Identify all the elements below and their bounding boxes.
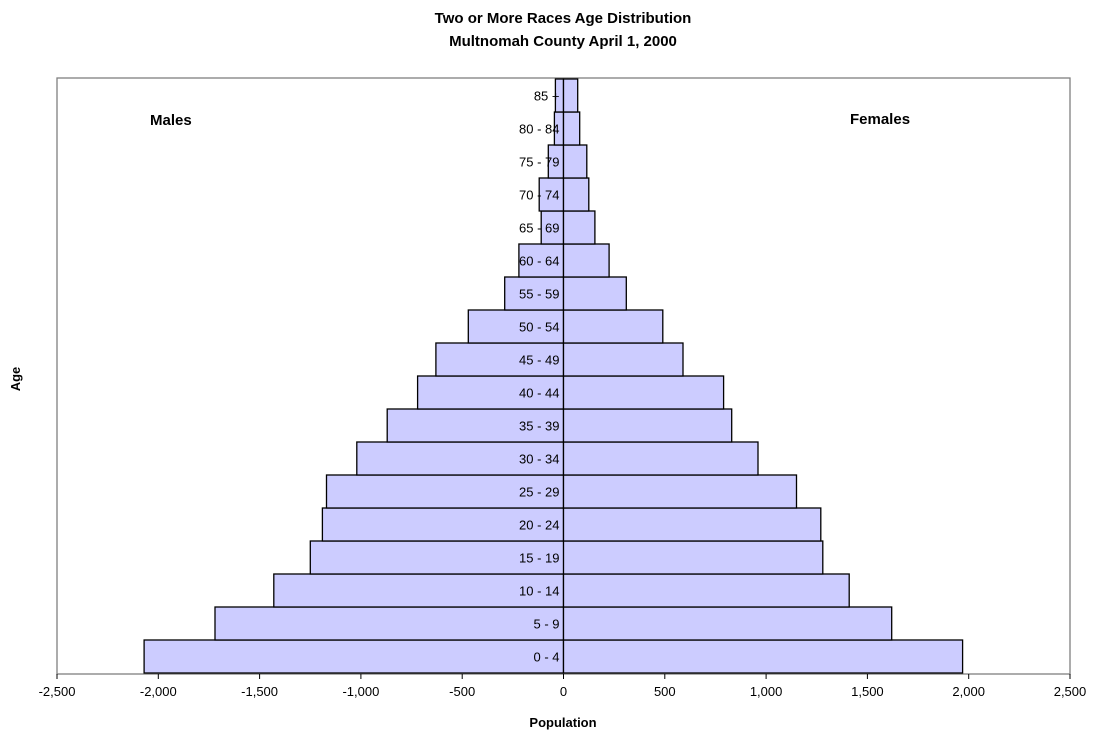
- age-group-label: 75 - 79: [519, 155, 559, 170]
- male-bar-30-34: [356, 441, 565, 476]
- x-tick-label: -2,500: [39, 684, 76, 699]
- male-bar-60-64: [518, 243, 565, 278]
- female-bar-20-24: [562, 507, 822, 542]
- female-bar-75-79: [562, 144, 588, 179]
- bars-group: [143, 78, 964, 674]
- female-bar-35-39: [562, 408, 733, 443]
- age-group-label: 20 - 24: [519, 518, 559, 533]
- chart-title: Two or More Races Age Distribution: [435, 10, 692, 27]
- chart-subtitle: Multnomah County April 1, 2000: [449, 33, 677, 50]
- male-bar-20-24: [321, 507, 565, 542]
- x-tick-label: -2,000: [140, 684, 177, 699]
- males-label: Males: [150, 112, 192, 129]
- age-group-label: 5 - 9: [533, 617, 559, 632]
- age-group-label: 60 - 64: [519, 254, 559, 269]
- male-bar-0-4: [143, 639, 565, 674]
- female-bar-15-19: [562, 540, 824, 575]
- female-bar-85plus: [562, 78, 579, 113]
- male-bar-40-44: [416, 375, 565, 410]
- x-tick-label: 0: [560, 684, 567, 699]
- age-group-label: 15 - 19: [519, 551, 559, 566]
- age-group-label: 45 - 49: [519, 353, 559, 368]
- female-bar-65-69: [562, 210, 596, 245]
- male-bar-55-59: [504, 276, 565, 311]
- females-label: Females: [850, 111, 910, 128]
- age-group-label: 80 - 84: [519, 122, 559, 137]
- female-bar-10-14: [562, 573, 850, 608]
- male-bar-50-54: [467, 309, 565, 344]
- x-axis-ticks: -2,500 -2,000 -1,500 -1,000 -500 0 500 1,000 1,5…: [39, 674, 1087, 699]
- x-axis-title: Population: [529, 715, 596, 730]
- age-group-label: 70 - 74: [519, 188, 559, 203]
- age-group-label: 10 - 14: [519, 584, 559, 599]
- x-tick-label: 2,000: [952, 684, 985, 699]
- age-group-label: 55 - 59: [519, 287, 559, 302]
- category-labels-group: 0 - 4 5 - 9 10 - 14 15 - 19 20 - 24 25 - 29 30…: [519, 89, 559, 665]
- x-tick-label: 1,500: [851, 684, 884, 699]
- x-tick-label: 2,500: [1054, 684, 1087, 699]
- female-bar-70-74: [562, 177, 590, 212]
- female-bar-40-44: [562, 375, 725, 410]
- female-bar-50-54: [562, 309, 664, 344]
- male-bar-15-19: [309, 540, 565, 575]
- age-group-label: 35 - 39: [519, 419, 559, 434]
- age-group-label: 30 - 34: [519, 452, 559, 467]
- x-tick-label: -1,500: [241, 684, 278, 699]
- age-group-label: 50 - 54: [519, 320, 559, 335]
- age-group-label: 65 - 69: [519, 221, 559, 236]
- female-bar-80-84: [562, 111, 581, 146]
- female-bar-55-59: [562, 276, 627, 311]
- male-bar-25-29: [325, 474, 565, 509]
- x-tick-label: 1,000: [750, 684, 783, 699]
- age-group-label: 25 - 29: [519, 485, 559, 500]
- age-group-label: 40 - 44: [519, 386, 559, 401]
- female-bar-60-64: [562, 243, 610, 278]
- male-bar-35-39: [386, 408, 565, 443]
- y-axis-title: Age: [8, 367, 23, 392]
- x-tick-label: -1,000: [342, 684, 379, 699]
- male-bar-5-9: [214, 606, 565, 641]
- age-group-label: 85 +: [534, 89, 560, 104]
- male-bar-45-49: [435, 342, 565, 377]
- female-bar-30-34: [562, 441, 759, 476]
- x-tick-label: 500: [654, 684, 676, 699]
- female-bar-5-9: [562, 606, 893, 641]
- female-bar-25-29: [562, 474, 798, 509]
- female-bar-0-4: [562, 639, 964, 674]
- female-bar-45-49: [562, 342, 684, 377]
- age-group-label: 0 - 4: [533, 650, 559, 665]
- x-tick-label: -500: [449, 684, 475, 699]
